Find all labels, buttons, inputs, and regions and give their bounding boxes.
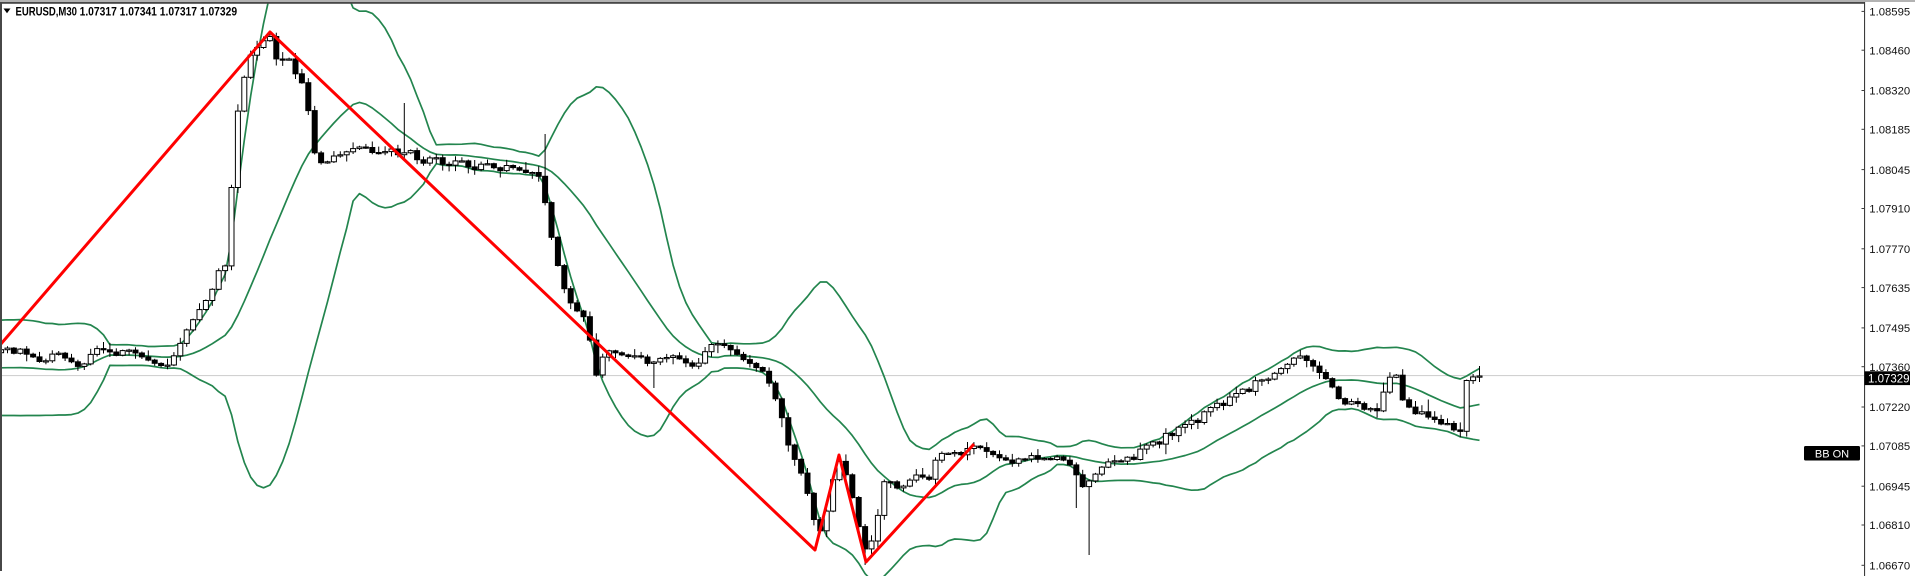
svg-text:1.08320: 1.08320 [1869, 86, 1910, 98]
svg-text:BB ON: BB ON [1815, 448, 1849, 460]
svg-text:1.08460: 1.08460 [1869, 45, 1910, 57]
svg-text:1.07085: 1.07085 [1869, 441, 1910, 453]
svg-text:1.06670: 1.06670 [1869, 561, 1910, 573]
svg-text:1.07360: 1.07360 [1869, 362, 1910, 374]
svg-text:1.07317 1.07341 1.07317 1.0732: 1.07317 1.07341 1.07317 1.07329 [80, 6, 238, 18]
svg-text:1.07495: 1.07495 [1869, 323, 1910, 335]
svg-text:1.06810: 1.06810 [1869, 520, 1910, 532]
svg-text:1.08595: 1.08595 [1869, 7, 1910, 19]
svg-text:1.07770: 1.07770 [1869, 244, 1910, 256]
svg-text:1.08185: 1.08185 [1869, 125, 1910, 137]
svg-text:1.07635: 1.07635 [1869, 283, 1910, 295]
svg-text:1.07220: 1.07220 [1869, 402, 1910, 414]
svg-text:1.07910: 1.07910 [1869, 204, 1910, 216]
svg-text:1.08045: 1.08045 [1869, 165, 1910, 177]
svg-text:1.06945: 1.06945 [1869, 481, 1910, 493]
svg-text:1.07329: 1.07329 [1868, 373, 1910, 385]
svg-text:EURUSD,M30: EURUSD,M30 [16, 6, 78, 18]
